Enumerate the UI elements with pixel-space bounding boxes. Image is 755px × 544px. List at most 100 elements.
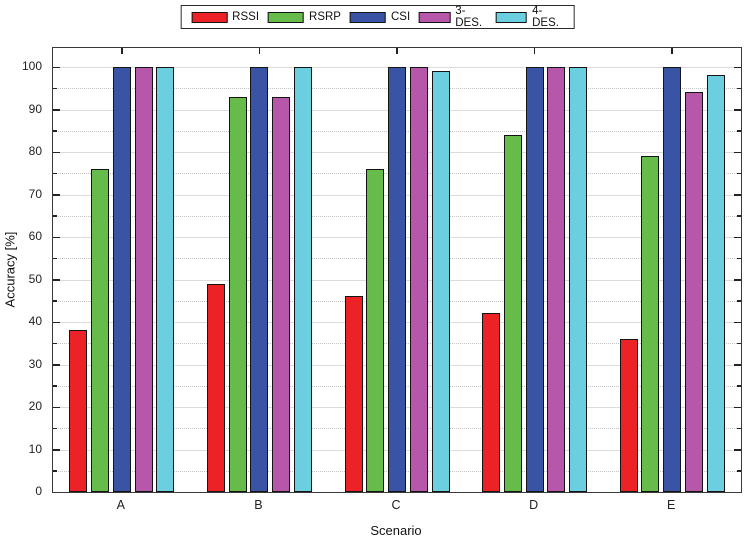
y-tick-right-35 [737,342,741,345]
bar-4-des-a [156,67,175,492]
y-tick-right-5 [737,470,741,472]
y-tick-right-55 [737,257,741,260]
legend-swatch-3-des [419,11,451,23]
x-tick-top-e [671,48,673,54]
legend: RSSI RSRP CSI 3-DES. 4-DES. [180,5,575,29]
bar-rsrp-e [641,156,660,492]
y-tick-label-60: 60 [28,229,42,243]
bar-rssi-a [69,330,88,492]
y-tick-left-55 [53,257,57,260]
legend-item-4-des: 4-DES. [495,5,564,29]
x-tick-top-d [533,48,536,54]
y-tick-left-30 [53,364,60,366]
legend-swatch-4-des [495,11,528,23]
bar-csi-a [112,67,131,492]
legend-swatch-rssi [191,11,228,23]
y-tick-left-40 [53,321,60,323]
plot-area [52,47,742,493]
bar-3-des-e [684,92,703,492]
y-tick-label-100: 100 [21,59,42,73]
legend-swatch-rsrp [268,11,305,23]
bar-4-des-b [293,67,312,492]
y-tick-right-85 [737,130,741,132]
bar-csi-b [250,67,269,492]
legend-label: RSRP [309,11,341,23]
legend-label: RSSI [232,11,260,23]
bar-rssi-d [482,313,501,492]
bar-3-des-a [134,67,153,492]
y-tick-right-100 [734,66,741,68]
y-tick-right-15 [737,427,741,430]
y-tick-right-50 [734,279,741,281]
y-tick-label-0: 0 [35,484,42,498]
y-tick-right-70 [734,194,741,196]
y-tick-right-45 [737,300,741,302]
y-tick-left-85 [53,130,57,132]
bar-rsrp-b [228,97,247,492]
y-tick-right-80 [734,151,741,153]
y-tick-left-80 [53,151,60,153]
y-tick-right-75 [737,172,741,175]
y-tick-left-45 [53,300,57,302]
bar-csi-e [663,67,682,492]
bar-4-des-d [569,67,588,492]
bar-4-des-c [431,71,450,492]
y-tick-label-50: 50 [28,271,42,286]
y-tick-label-80: 80 [28,144,42,158]
y-tick-right-65 [737,215,741,217]
y-tick-left-60 [53,236,60,238]
x-tick-label-e: E [667,498,676,512]
y-tick-label-10: 10 [28,441,42,456]
bar-3-des-d [547,67,566,492]
y-tick-label-90: 90 [28,101,42,116]
x-tick-label-c: C [391,498,401,512]
legend-item-rssi: RSSI [191,11,259,23]
legend-label: 3-DES. [455,5,483,29]
y-tick-left-70 [53,194,60,196]
y-tick-right-60 [734,236,741,238]
legend-item-csi: CSI [349,11,411,23]
legend-item-3-des: 3-DES. [419,5,487,29]
legend-label: CSI [390,11,411,23]
x-tick-top-c [396,48,398,54]
bar-rsrp-d [503,135,522,492]
y-tick-label-40: 40 [28,314,42,328]
bar-csi-c [388,67,406,492]
legend-swatch-csi [349,11,386,23]
bar-rsrp-a [91,169,110,492]
y-tick-right-30 [734,364,741,366]
x-tick-label-a: A [116,498,125,512]
y-tick-label-70: 70 [28,186,42,201]
y-tick-left-10 [53,449,60,451]
y-tick-left-15 [53,427,57,430]
y-tick-left-75 [53,172,57,175]
legend-label: 4-DES. [532,5,559,29]
y-tick-left-20 [53,406,60,408]
y-tick-left-100 [53,66,60,68]
x-tick-label-d: D [529,498,539,512]
legend-item-rsrp: RSRP [268,11,341,23]
y-tick-right-40 [734,321,741,323]
y-tick-left-65 [53,215,57,217]
x-tick-top-b [258,48,261,54]
y-tick-left-95 [53,87,57,90]
bar-rssi-c [344,296,363,492]
y-tick-right-20 [734,406,741,408]
bar-csi-d [525,67,544,492]
bar-3-des-c [409,67,428,492]
bar-rssi-e [619,339,638,492]
y-tick-left-90 [53,109,60,111]
x-tick-label-b: B [254,498,263,512]
y-tick-right-10 [734,449,741,451]
y-tick-left-35 [53,342,57,345]
y-tick-right-90 [734,109,741,111]
y-tick-left-50 [53,279,60,281]
y-tick-label-20: 20 [28,399,42,413]
bar-rsrp-c [366,169,385,492]
bar-4-des-e [706,75,725,492]
y-tick-left-5 [53,470,57,472]
x-axis-title: Scenario [370,523,422,538]
y-tick-right-95 [737,87,741,90]
x-tick-top-a [121,48,123,54]
